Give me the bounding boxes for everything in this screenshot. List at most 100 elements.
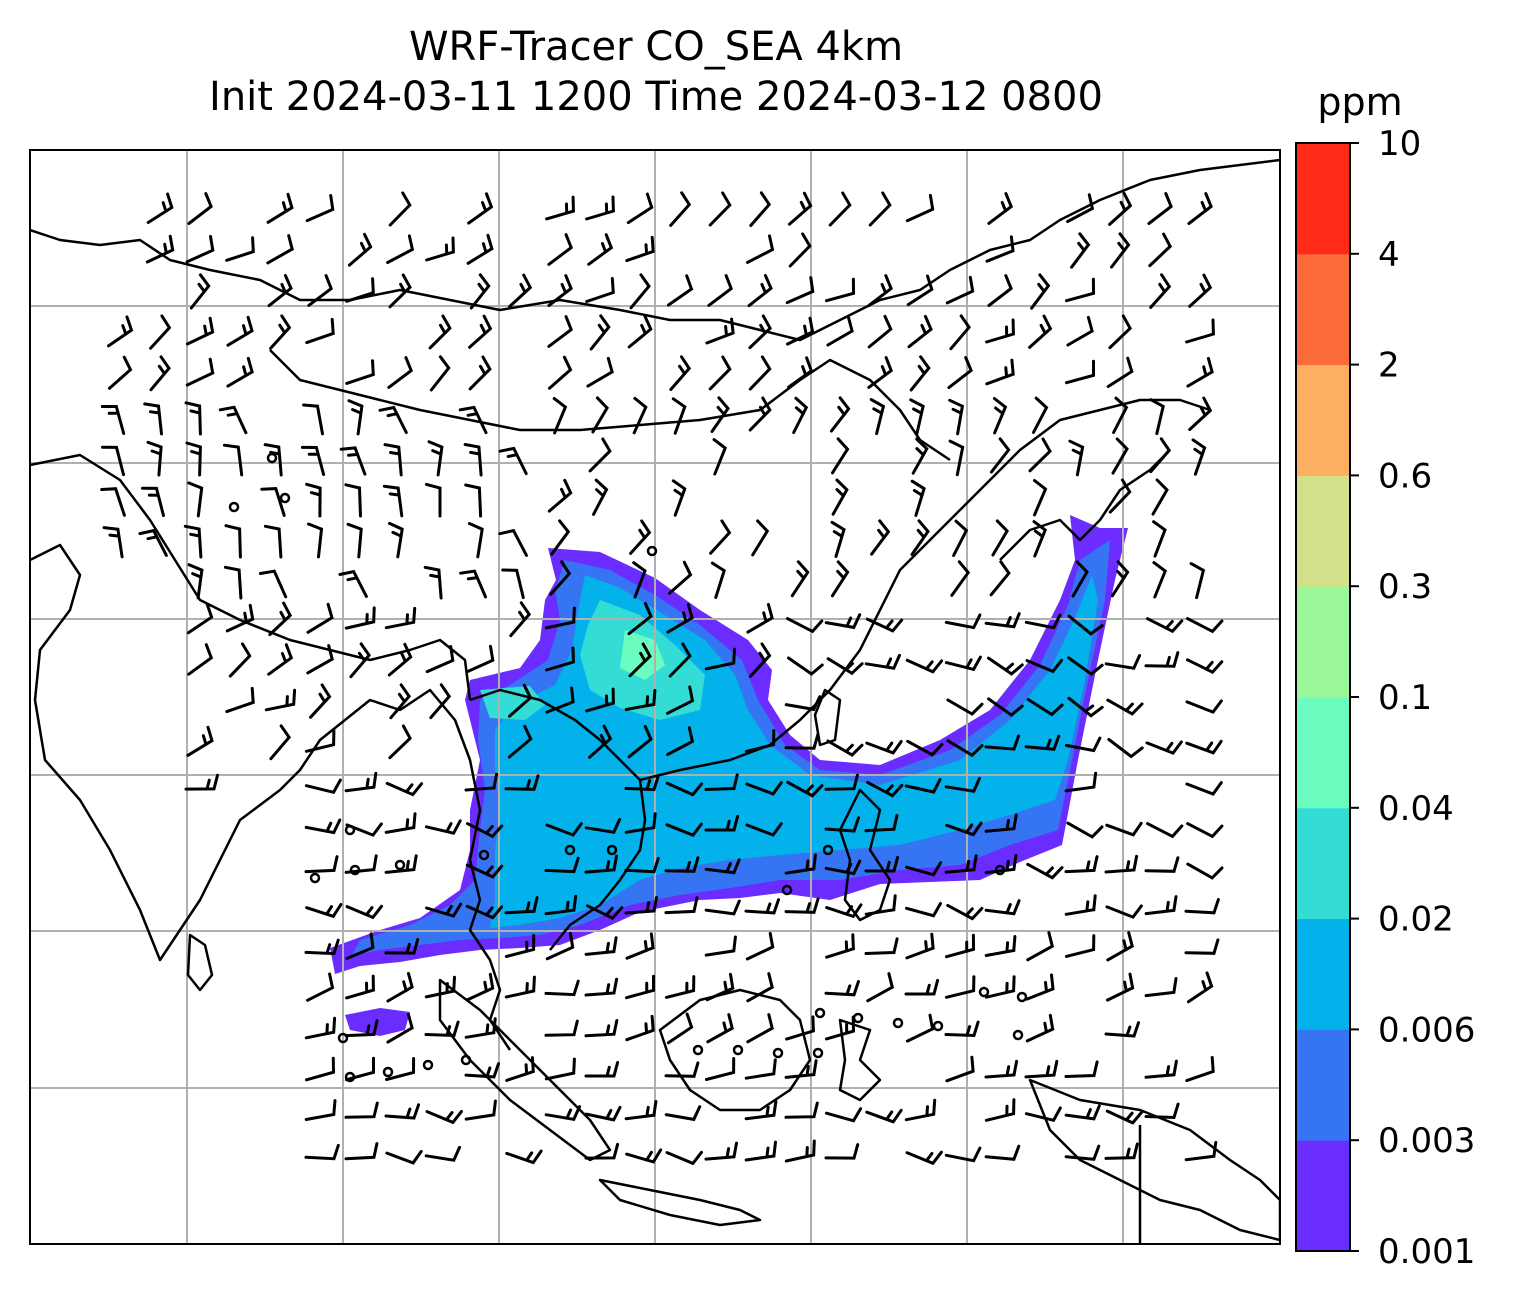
wind-barb <box>588 724 613 759</box>
wind-barb <box>268 601 293 637</box>
wind-barb <box>792 396 809 434</box>
wind-barb <box>624 812 657 834</box>
wind-barb <box>388 191 412 227</box>
wind-barb <box>384 606 417 630</box>
wind-barb <box>992 397 1008 435</box>
wind-barb <box>465 904 504 920</box>
coast-srilanka <box>186 933 214 992</box>
coast-java <box>598 1178 762 1227</box>
wind-barb <box>785 1015 815 1041</box>
wind-barb <box>624 856 660 874</box>
border-himalaya <box>30 453 472 701</box>
wind-barb <box>468 355 492 391</box>
wind-barb <box>545 195 575 221</box>
wind-barb <box>1185 699 1223 714</box>
wind-barb <box>948 398 965 436</box>
colorbar-tick-label: 0.1 <box>1378 678 1432 718</box>
wind-barb <box>984 813 1018 833</box>
wind-barb <box>547 315 574 348</box>
wind-barb <box>632 561 647 599</box>
wind-barb <box>385 1150 423 1165</box>
wind-barb <box>304 1143 340 1161</box>
wind-barb <box>666 726 695 756</box>
wind-barb <box>584 854 618 874</box>
wind-barb <box>347 399 364 436</box>
wind-barb <box>910 479 926 517</box>
wind-barb <box>465 863 504 879</box>
calm-wind-marker <box>932 1020 944 1032</box>
wind-barb <box>302 403 324 436</box>
wind-barb <box>1186 658 1224 675</box>
colorbar-segment <box>1296 697 1350 809</box>
wind-barb <box>424 819 462 835</box>
wind-barb <box>830 520 846 558</box>
wind-barb <box>947 356 973 390</box>
wind-barb <box>864 855 900 873</box>
wind-barb <box>712 438 728 476</box>
wind-barb <box>1188 273 1213 308</box>
wind-barb <box>744 898 780 915</box>
wind-barb <box>984 854 1018 875</box>
wind-barb <box>945 821 983 837</box>
figure-title: WRF-Tracer CO_SEA 4km Init 2024-03-11 12… <box>30 22 1282 122</box>
wind-barb <box>146 192 174 224</box>
calm-wind-marker <box>309 872 321 884</box>
wind-barb <box>905 932 935 960</box>
wind-barb <box>185 234 215 264</box>
wind-barb <box>664 1061 700 1078</box>
colorbar-tick-label: 0.6 <box>1378 456 1432 496</box>
wind-barb <box>388 273 412 309</box>
wind-barb <box>664 1105 702 1122</box>
wind-barb <box>424 975 456 999</box>
wind-barb <box>824 980 860 997</box>
wind-barb <box>746 234 775 264</box>
wind-barb <box>425 236 455 262</box>
wind-barb <box>344 1142 379 1161</box>
wind-barb <box>547 233 574 266</box>
wind-barb <box>788 232 812 268</box>
wind-barb <box>825 1107 863 1123</box>
wind-barb <box>508 273 533 308</box>
wind-barb <box>669 355 692 391</box>
wind-barb <box>904 978 940 996</box>
wind-barb <box>984 612 1021 629</box>
wind-barb <box>1066 193 1095 223</box>
wind-barb <box>1106 931 1134 962</box>
wind-barb <box>383 443 403 477</box>
wind-barb <box>1185 739 1223 755</box>
colorbar-segment <box>1296 586 1350 698</box>
wind-barb <box>705 972 735 1002</box>
wind-barb <box>187 481 204 518</box>
wind-barb <box>868 191 892 227</box>
wind-barb <box>825 903 863 919</box>
wind-barb <box>584 1019 619 1038</box>
wind-barb <box>790 560 810 598</box>
wind-barb <box>584 1061 620 1078</box>
wind-barb <box>509 601 532 638</box>
wind-barb <box>146 440 163 477</box>
calm-wind-marker <box>852 1012 864 1024</box>
wind-barb <box>906 274 934 307</box>
wind-barb <box>627 314 653 349</box>
wind-barb <box>428 314 452 350</box>
wind-barb <box>264 688 297 712</box>
wind-barb <box>585 277 615 303</box>
wind-barb <box>544 1105 582 1121</box>
wind-barb <box>585 687 615 713</box>
wind-barb <box>668 560 693 595</box>
calm-wind-marker <box>266 452 278 464</box>
wind-barb <box>185 357 215 387</box>
wind-barb <box>464 483 483 518</box>
wind-barb <box>1067 614 1104 636</box>
wind-barb <box>429 355 451 392</box>
wind-barb <box>629 273 651 310</box>
wind-barb <box>669 191 692 227</box>
wind-barb <box>548 355 573 390</box>
wind-barb <box>1144 895 1178 916</box>
wind-barb <box>306 644 334 675</box>
wind-barb <box>628 642 652 678</box>
wind-barb <box>185 441 202 477</box>
wind-barb <box>344 1101 379 1119</box>
wind-barb <box>1104 854 1139 874</box>
border-mongolia <box>30 158 1280 342</box>
